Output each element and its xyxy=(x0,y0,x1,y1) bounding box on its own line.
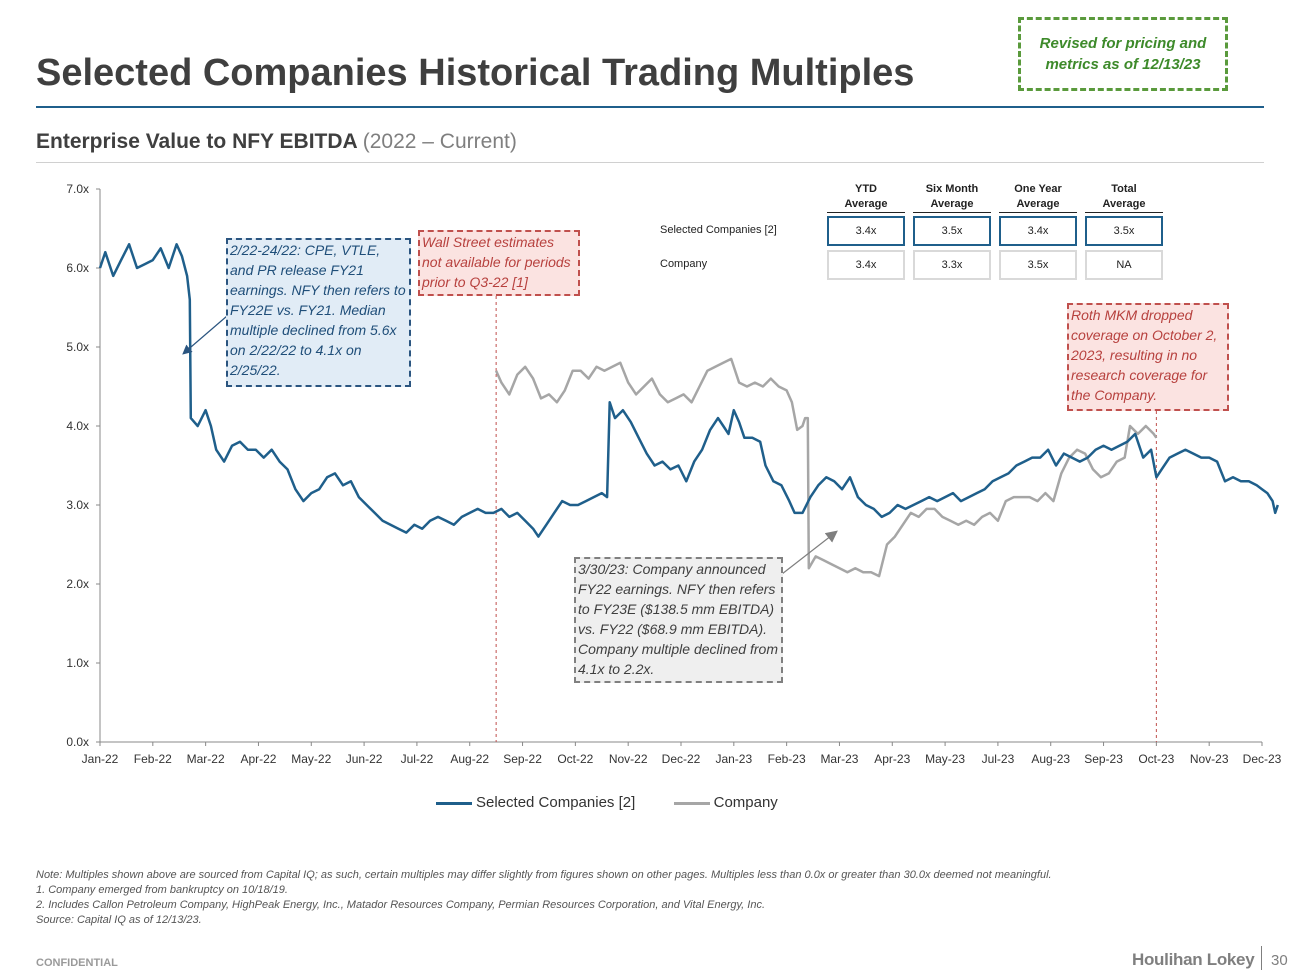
avg-cell: NA xyxy=(1085,250,1163,280)
legend-label-company: Company xyxy=(713,794,778,811)
avg-header-line2: Average xyxy=(827,197,905,213)
y-tick-label: 3.0x xyxy=(66,498,89,512)
revised-note: Revised for pricing and metrics as of 12… xyxy=(1018,17,1228,91)
confidential-label: CONFIDENTIAL xyxy=(36,957,118,969)
footnote-note: Note: Multiples shown above are sourced … xyxy=(36,869,1052,881)
chart-subtitle: Enterprise Value to NFY EBITDA (2022 – C… xyxy=(36,130,517,154)
annotation-wall-street: Wall Street estimates not available for … xyxy=(418,230,580,296)
avg-column-header: One Year Average xyxy=(999,182,1077,213)
avg-header-line2: Average xyxy=(999,197,1077,213)
x-tick-label: Nov-22 xyxy=(609,752,648,766)
arrow-feb22 xyxy=(182,315,228,355)
footnote-2: 2. Includes Callon Petroleum Company, Hi… xyxy=(36,899,766,911)
x-tick-label: Apr-23 xyxy=(874,752,910,766)
avg-cell: 3.4x xyxy=(999,216,1077,246)
subtitle-divider xyxy=(36,162,1264,163)
x-tick-label: Jan-22 xyxy=(82,752,119,766)
x-tick-label: Dec-22 xyxy=(662,752,701,766)
avg-column-header: Six Month Average xyxy=(913,182,991,213)
footnotes: Note: Multiples shown above are sourced … xyxy=(36,868,1096,928)
avg-header-line2: Average xyxy=(913,197,991,213)
x-tick-label: Nov-23 xyxy=(1190,752,1229,766)
x-tick-label: Jul-22 xyxy=(401,752,434,766)
y-tick-label: 5.0x xyxy=(66,340,89,354)
x-tick-label: Feb-22 xyxy=(134,752,172,766)
x-tick-label: Jun-22 xyxy=(346,752,383,766)
legend-swatch-company xyxy=(673,801,710,805)
x-tick-label: Aug-22 xyxy=(450,752,489,766)
x-tick-label: Aug-23 xyxy=(1031,752,1070,766)
legend-label-selected: Selected Companies [2] xyxy=(476,794,636,811)
x-tick-label: May-23 xyxy=(925,752,965,766)
x-tick-label: Dec-23 xyxy=(1243,752,1282,766)
x-tick-label: Mar-23 xyxy=(820,752,858,766)
avg-cell: 3.5x xyxy=(999,250,1077,280)
y-tick-label: 4.0x xyxy=(66,419,89,433)
x-tick-label: Oct-23 xyxy=(1138,752,1174,766)
annotation-arrows xyxy=(182,315,838,575)
avg-header-line1: YTD xyxy=(855,183,877,195)
x-tick-label: Jul-23 xyxy=(982,752,1015,766)
y-tick-label: 0.0x xyxy=(66,735,89,749)
avg-column-header: Total Average xyxy=(1085,182,1163,213)
y-tick-label: 2.0x xyxy=(66,577,89,591)
avg-row-label: Selected Companies [2] xyxy=(660,224,777,236)
x-tick-label: Mar-22 xyxy=(187,752,225,766)
avg-cell: 3.4x xyxy=(827,216,905,246)
chart-legend: Selected Companies [2] Company xyxy=(436,794,778,811)
y-tick-label: 7.0x xyxy=(66,182,89,196)
x-tick-label: Sep-23 xyxy=(1084,752,1123,766)
footnote-1: 1. Company emerged from bankruptcy on 10… xyxy=(36,884,288,896)
arrow-mar23 xyxy=(781,530,838,575)
subtitle-light: (2022 – Current) xyxy=(362,130,517,153)
page-title: Selected Companies Historical Trading Mu… xyxy=(36,52,915,94)
avg-cell: 3.4x xyxy=(827,250,905,280)
y-tick-label: 6.0x xyxy=(66,261,89,275)
avg-header-line1: One Year xyxy=(1014,183,1062,195)
avg-header-line1: Total xyxy=(1111,183,1137,195)
x-tick-label: Sep-22 xyxy=(503,752,542,766)
avg-cell: 3.5x xyxy=(1085,216,1163,246)
avg-cell: 3.3x xyxy=(913,250,991,280)
avg-cell: 3.5x xyxy=(913,216,991,246)
avg-row-label: Company xyxy=(660,258,708,270)
reference-lines xyxy=(495,296,1157,742)
annotation-feb22: 2/22-24/22: CPE, VTLE, and PR release FY… xyxy=(226,238,411,387)
page-number: 30 xyxy=(1271,952,1288,969)
x-tick-label: Jan-23 xyxy=(715,752,752,766)
footnote-source: Source: Capital IQ as of 12/13/23. xyxy=(36,914,202,926)
avg-column-header: YTD Average xyxy=(827,182,905,213)
brand-logo: Houlihan Lokey xyxy=(1132,950,1255,969)
title-divider xyxy=(36,106,1264,108)
annotation-roth: Roth MKM dropped coverage on October 2, … xyxy=(1067,303,1229,411)
annotation-mar23: 3/30/23: Company announced FY22 earnings… xyxy=(574,557,783,683)
x-tick-label: Feb-23 xyxy=(768,752,806,766)
x-tick-label: May-22 xyxy=(291,752,331,766)
logo-divider xyxy=(1261,946,1262,970)
chart-series xyxy=(98,243,1279,578)
avg-header-line1: Six Month xyxy=(925,183,979,195)
chart-axes: 0.0x 1.0x 2.0x 3.0x 4.0x 5.0x 6.0x 7.0x Jan-22 Fe… xyxy=(66,182,1281,766)
x-tick-label: Oct-22 xyxy=(557,752,593,766)
legend-swatch-selected xyxy=(436,801,472,805)
y-tick-label: 1.0x xyxy=(66,656,89,670)
subtitle-bold: Enterprise Value to NFY EBITDA xyxy=(36,130,357,153)
series-line-company xyxy=(494,357,1158,578)
x-tick-label: Apr-22 xyxy=(240,752,276,766)
avg-header-line2: Average xyxy=(1085,197,1163,213)
series-line-selected-companies-2 xyxy=(98,243,1279,538)
